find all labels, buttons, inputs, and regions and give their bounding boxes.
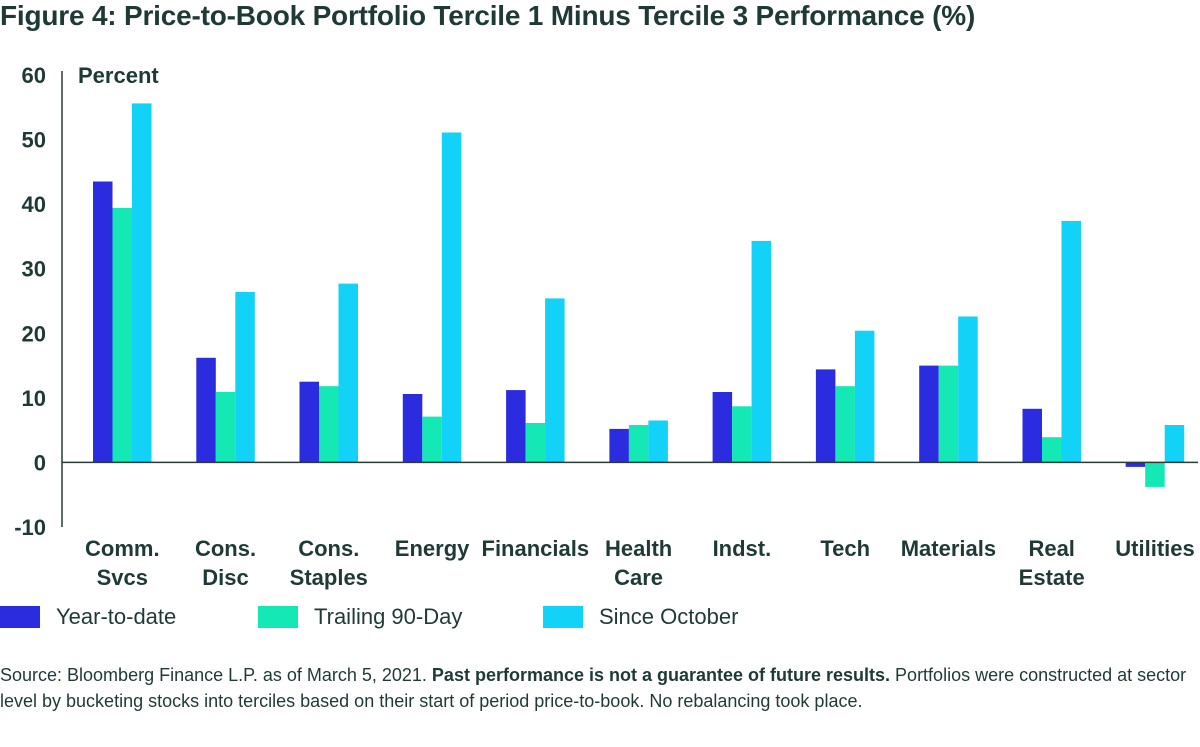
- bar-since-october-tech: [854, 330, 875, 463]
- bar-trailing-90-day-utilities: [1145, 462, 1165, 487]
- x-tick-label: Energy: [395, 536, 470, 561]
- x-tick-label: Tech: [820, 536, 870, 561]
- y-tick-label: 30: [22, 257, 46, 282]
- y-tick-label: 10: [22, 386, 46, 411]
- legend: Year-to-date Trailing 90-Day Since Octob…: [0, 604, 1200, 638]
- bar-since-october-financials: [545, 298, 565, 463]
- bar-year-to-date-comm-svcs: [93, 181, 113, 463]
- x-tick-label: Materials: [901, 536, 996, 561]
- y-tick-label: 60: [22, 63, 46, 88]
- bar-since-october-materials: [958, 316, 978, 463]
- legend-swatch-since-october: [543, 606, 583, 628]
- bar-year-to-date-utilities: [1125, 462, 1146, 467]
- bar-year-to-date-health-care: [609, 428, 629, 463]
- legend-swatch-trailing: [258, 606, 298, 628]
- bar-since-october-cons-disc: [235, 292, 255, 463]
- legend-item-ytd: Year-to-date: [0, 604, 176, 630]
- y-tick-label: 40: [22, 192, 46, 217]
- source-note: Source: Bloomberg Finance L.P. as of Mar…: [0, 662, 1195, 714]
- bar-year-to-date-energy: [402, 394, 423, 463]
- bar-chart: 60 50 40 30 20 10 0 -10 Percent Comm. Svcs Cons. D…: [14, 63, 1198, 590]
- legend-item-since-october: Since October: [543, 604, 738, 630]
- y-tick-label: 20: [22, 321, 46, 346]
- bar-trailing-90-day-cons-disc: [215, 392, 236, 463]
- y-tick-label: 0: [34, 450, 46, 475]
- y-axis-ticks: 60 50 40 30 20 10 0 -10: [14, 63, 46, 540]
- bar-year-to-date-financials: [506, 390, 526, 463]
- legend-swatch-ytd: [0, 606, 40, 628]
- bar-trailing-90-day-indst-: [732, 406, 752, 463]
- x-tick-label: Health Care: [605, 536, 672, 590]
- legend-item-trailing: Trailing 90-Day: [258, 604, 462, 630]
- bar-year-to-date-indst-: [712, 392, 733, 463]
- bar-since-october-utilities: [1164, 425, 1185, 463]
- bar-trailing-90-day-materials: [938, 365, 959, 463]
- x-tick-label: Cons. Disc: [195, 536, 256, 590]
- legend-label-trailing: Trailing 90-Day: [314, 604, 463, 629]
- bars-group: [93, 103, 1185, 487]
- bar-trailing-90-day-tech: [835, 386, 855, 463]
- bar-trailing-90-day-cons-staples: [319, 386, 339, 463]
- legend-label-ytd: Year-to-date: [56, 604, 177, 629]
- bar-year-to-date-tech: [815, 369, 836, 463]
- legend-label-since-october: Since October: [599, 604, 739, 629]
- bar-trailing-90-day-health-care: [628, 425, 649, 463]
- source-suffix: Portfolios were constructed at sector le…: [0, 665, 1187, 711]
- bar-since-october-real-estate: [1061, 220, 1081, 463]
- bar-since-october-cons-staples: [338, 283, 358, 463]
- x-tick-label: Real Estate: [1019, 536, 1085, 590]
- bar-year-to-date-materials: [919, 365, 939, 463]
- y-tick-label: -10: [14, 515, 46, 540]
- bar-trailing-90-day-real-estate: [1042, 437, 1062, 463]
- bar-since-october-comm-svcs: [132, 103, 152, 463]
- x-tick-label: Financials: [482, 536, 590, 561]
- bar-year-to-date-real-estate: [1022, 408, 1042, 463]
- bar-since-october-energy: [441, 132, 462, 463]
- bar-year-to-date-cons-disc: [196, 357, 216, 463]
- bar-trailing-90-day-comm-svcs: [112, 208, 132, 463]
- y-tick-label: 50: [22, 128, 46, 153]
- bar-since-october-indst-: [751, 240, 772, 463]
- x-tick-label: Indst.: [713, 536, 772, 561]
- bar-year-to-date-cons-staples: [299, 381, 319, 463]
- bar-trailing-90-day-energy: [422, 416, 442, 463]
- x-tick-label: Comm. Svcs: [85, 536, 160, 590]
- x-axis-ticks: Comm. Svcs Cons. Disc Cons. Staples Energy Fina…: [85, 536, 1195, 590]
- source-prefix: Source: Bloomberg Finance L.P. as of Mar…: [0, 665, 432, 685]
- y-axis-label: Percent: [78, 63, 159, 88]
- chart-title: Figure 4: Price-to-Book Portfolio Tercil…: [0, 0, 976, 31]
- x-tick-label: Cons. Staples: [290, 536, 368, 590]
- bar-since-october-health-care: [648, 420, 668, 463]
- source-disclaimer: Past performance is not a guarantee of f…: [431, 665, 891, 685]
- bar-trailing-90-day-financials: [525, 423, 546, 463]
- x-tick-label: Utilities: [1115, 536, 1194, 561]
